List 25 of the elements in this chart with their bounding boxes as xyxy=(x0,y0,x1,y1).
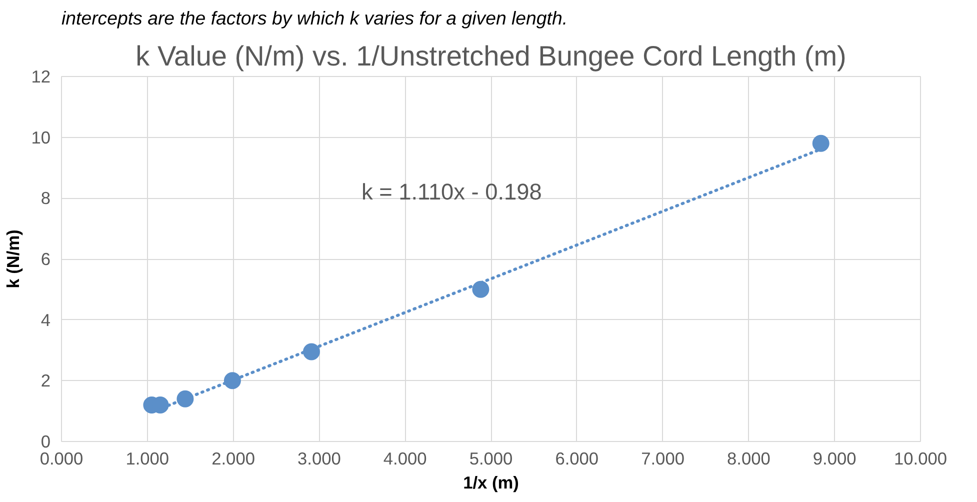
x-tick-label: 4.000 xyxy=(383,448,427,468)
x-tick-label: 3.000 xyxy=(298,448,341,468)
x-tick-label: 0.000 xyxy=(40,448,84,468)
text: intercepts are the factors by which k varies for a given length. xyxy=(62,8,568,28)
y-tick-label: 2 xyxy=(40,370,51,391)
y-tick-label: 12 xyxy=(31,66,51,86)
point xyxy=(472,280,490,298)
y-tick-label: 6 xyxy=(40,249,51,269)
x-tick-label: 2.000 xyxy=(212,448,255,468)
x-tick-label: 9.000 xyxy=(812,448,856,468)
x-tick-label: 10.000 xyxy=(894,448,947,468)
y-axis-title: k (N/m) xyxy=(3,230,24,288)
y-tick-label: 4 xyxy=(40,310,51,330)
x-tick-label: 6.000 xyxy=(555,448,599,468)
x-axis-title: 1/x (m) xyxy=(463,472,519,492)
x-tick-label: 5.000 xyxy=(469,448,513,468)
y-tick-label: 0 xyxy=(40,432,51,452)
annotation: k = 1.110x - 0.198 xyxy=(362,178,542,204)
point xyxy=(812,134,830,152)
chart-title: k Value (N/m) vs. 1/Unstretched Bungee Cord Length (m) xyxy=(136,40,846,72)
x-tick-label: 1.000 xyxy=(126,448,170,468)
y-tick-label: 8 xyxy=(40,188,51,208)
y-tick-label: 10 xyxy=(31,127,51,148)
x-tick-label: 8.000 xyxy=(727,448,770,468)
x-tick-label: 7.000 xyxy=(641,448,684,468)
